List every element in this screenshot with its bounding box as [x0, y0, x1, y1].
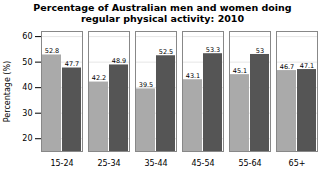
svg-text:25-34: 25-34 [97, 159, 120, 168]
svg-text:52.5: 52.5 [159, 48, 173, 56]
svg-text:60: 60 [22, 32, 32, 41]
html-text:Percentage of Australian men a: Percentage of Australian men and women d… [33, 2, 292, 25]
svg-text:52.8: 52.8 [45, 47, 59, 55]
svg-text:20: 20 [22, 134, 32, 143]
svg-text:35-44: 35-44 [144, 159, 167, 168]
svg-text:40: 40 [22, 83, 32, 92]
svg-text:15-24: 15-24 [50, 159, 73, 168]
svg-text:65+: 65+ [289, 159, 306, 168]
svg-text:48.9: 48.9 [112, 57, 126, 65]
svg-text:39.5: 39.5 [139, 81, 153, 89]
svg-text:46.7: 46.7 [280, 62, 294, 70]
svg-text:50: 50 [22, 57, 32, 66]
svg-text:43.1: 43.1 [186, 72, 200, 80]
svg-text:55-64: 55-64 [238, 159, 261, 168]
svg-text:53: 53 [256, 46, 264, 54]
svg-text:30: 30 [22, 109, 32, 118]
svg-text:53.3: 53.3 [206, 46, 220, 54]
svg-text:42.2: 42.2 [92, 74, 106, 82]
svg-text:47.7: 47.7 [65, 60, 79, 68]
svg-text:47.1: 47.1 [300, 61, 314, 69]
svg-text:45-54: 45-54 [191, 159, 214, 168]
svg-text:Percentage (%): Percentage (%) [3, 61, 12, 122]
svg-text:45.1: 45.1 [233, 67, 247, 75]
